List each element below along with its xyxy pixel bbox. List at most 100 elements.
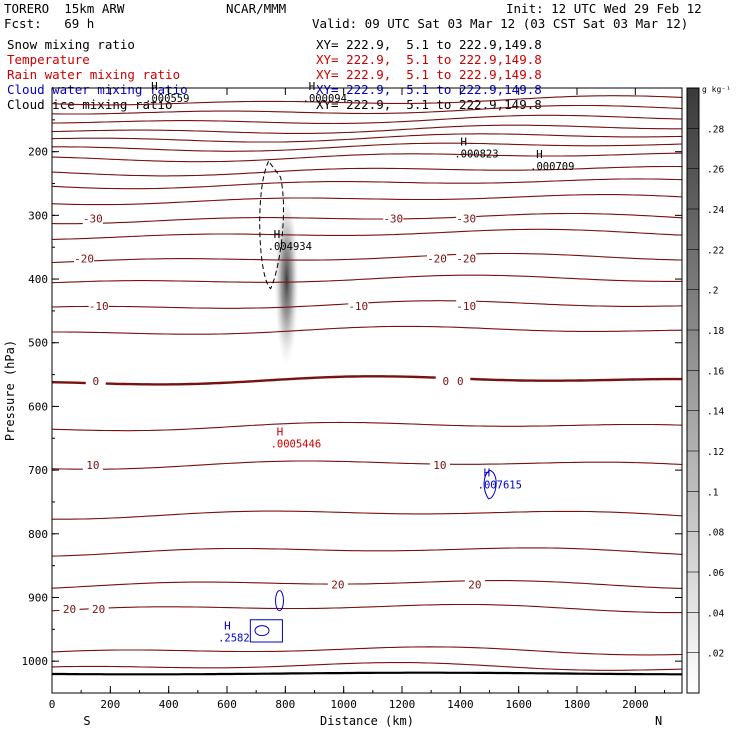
isotherm-line (52, 325, 683, 335)
y-tick-label: 1000 (22, 655, 49, 668)
isotherm-line (51, 274, 682, 284)
isotherm-line (51, 580, 683, 589)
legend-snow-label: Snow mixing ratio (7, 37, 135, 52)
isotherm-line (51, 375, 682, 386)
isotherm-label: 0 (92, 375, 99, 388)
colorbar-tick-label: .26 (707, 165, 724, 176)
maximum-value: .000709 (530, 161, 574, 173)
isotherm-label: -10 (456, 300, 476, 313)
colorbar-tick-label: .28 (707, 124, 724, 135)
isotherm-label-bg (429, 459, 450, 472)
isotherm-label-bg (74, 252, 95, 265)
colorbar-tick-label: .08 (707, 528, 724, 539)
isotherm-label: 20 (468, 579, 481, 592)
x-tick-label: 0 (49, 698, 56, 711)
cloud-water-contour (275, 590, 284, 612)
colorbar-tick-label: .2 (707, 286, 718, 297)
x-tick-label: 1800 (564, 698, 591, 711)
y-tick-label: 300 (28, 209, 48, 222)
isotherm-line (51, 300, 683, 309)
ground-line (52, 671, 682, 676)
isotherm-line (51, 252, 683, 264)
maximum-marker: H (309, 80, 316, 93)
snow-contour (259, 160, 285, 290)
legend-cloud-water-label: Cloud water mixing ratio (7, 82, 188, 97)
isotherm-line (51, 547, 683, 557)
y-axis-label: Pressure (hPa) (3, 340, 17, 441)
colorbar-tick-label: .22 (707, 245, 724, 256)
colorbar: .02 .04 .06 .08 .1 .12 .14 .16 .18 .2 .22 .24 .26 .28… (686, 85, 731, 694)
legend-cloud-water-xy: XY= 222.9, 5.1 to 222.9,149.8 (316, 82, 542, 97)
legend-rain-label: Rain water mixing ratio (7, 67, 181, 82)
isotherm-label: -30 (383, 213, 403, 226)
x-tick-label: 1600 (505, 698, 532, 711)
isotherm-line (51, 421, 683, 432)
isotherm-line (51, 133, 683, 143)
isotherm-label: 20 (92, 603, 105, 616)
colorbar-bar (686, 87, 700, 694)
isotherm-line (51, 662, 683, 671)
isotherm-line (52, 510, 683, 520)
snow-shaded-region (274, 205, 299, 373)
isotherm-label-bg (327, 578, 348, 591)
isotherm-label: 20 (63, 603, 76, 616)
isotherm-label-bg (450, 374, 471, 387)
isotherm-label-bg (435, 374, 456, 387)
maximum-marker: H (274, 228, 281, 241)
south-label: S (83, 714, 90, 728)
isotherm-label-bg (59, 602, 80, 615)
legend-cloud-ice-label: Cloud ice mixing ratio (7, 97, 173, 112)
maximum-value: .000823 (454, 149, 498, 161)
x-tick-label: 1000 (330, 698, 357, 711)
isotherm-label-bg (82, 212, 103, 225)
y-tick-label: 700 (28, 464, 48, 477)
valid-time: Valid: 09 UTC Sat 03 Mar 12 (03 CST Sat … (312, 16, 689, 31)
isotherm-line (51, 178, 683, 190)
isotherm-label: -10 (348, 300, 368, 313)
isotherm-label-bg (82, 459, 103, 472)
isotherm-label: -20 (427, 253, 447, 266)
isotherm-label-bg (464, 578, 485, 591)
isotherm-label: -10 (89, 300, 109, 313)
colorbar-tick-label: .1 (707, 487, 719, 498)
maximum-marker: H (277, 425, 284, 438)
maximum-marker: H (484, 467, 491, 480)
y-tick-label: 400 (28, 273, 48, 286)
maximum-value: .2582 (218, 633, 250, 645)
snow-shading (274, 205, 299, 373)
x-tick-label: 2000 (622, 698, 649, 711)
colorbar-tick-label: .16 (707, 366, 724, 377)
isotherm-line (52, 142, 683, 152)
y-tick-label: 600 (28, 400, 48, 413)
colorbar-tick-label: .18 (707, 326, 724, 337)
isotherm-label: -20 (456, 253, 476, 266)
cloud-water-contour (254, 625, 270, 637)
isotherm-label: -30 (456, 213, 476, 226)
isotherm-label: 20 (331, 579, 344, 592)
forecast-hour: Fcst: 69 h (4, 16, 95, 31)
maximum-value: .004934 (268, 241, 312, 253)
x-tick-label: 800 (275, 698, 295, 711)
y-tick-label: 800 (28, 528, 48, 541)
org-label: NCAR/MMM (226, 1, 287, 16)
legend-snow-xy: XY= 222.9, 5.1 to 222.9,149.8 (316, 37, 542, 52)
x-tick-label: 600 (217, 698, 237, 711)
plot-frame (51, 87, 683, 694)
x-tick-label: 1200 (389, 698, 416, 711)
isotherm-label: 0 (442, 375, 449, 388)
y-tick-label: 900 (28, 591, 48, 604)
colorbar-tick-label: .14 (707, 407, 724, 418)
maximum-marker: H (536, 148, 543, 161)
y-tick-label: 500 (28, 337, 48, 350)
isotherm-line (51, 646, 683, 656)
init-time: Init: 12 UTC Wed 29 Feb 12 (506, 1, 702, 16)
isotherm-label-bg (88, 602, 109, 615)
colorbar-tick-label: .24 (707, 205, 724, 216)
cloud-water-contour (249, 619, 283, 643)
isotherm-line (51, 114, 683, 125)
isotherm-label-bg (456, 212, 477, 225)
y-tick-label: 200 (28, 146, 48, 159)
isotherm-label-bg (456, 299, 477, 312)
isotherm-line (51, 194, 683, 206)
